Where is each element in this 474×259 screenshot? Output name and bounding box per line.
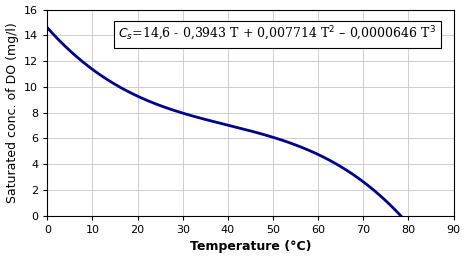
- Text: $C_s$=14,6 - 0,3943 T + 0,007714 T$^2$ – 0,0000646 T$^3$: $C_s$=14,6 - 0,3943 T + 0,007714 T$^2$ –…: [118, 25, 436, 43]
- Y-axis label: Saturated conc. of DO (mg/l): Saturated conc. of DO (mg/l): [6, 22, 18, 203]
- X-axis label: Temperature (°C): Temperature (°C): [190, 240, 311, 254]
